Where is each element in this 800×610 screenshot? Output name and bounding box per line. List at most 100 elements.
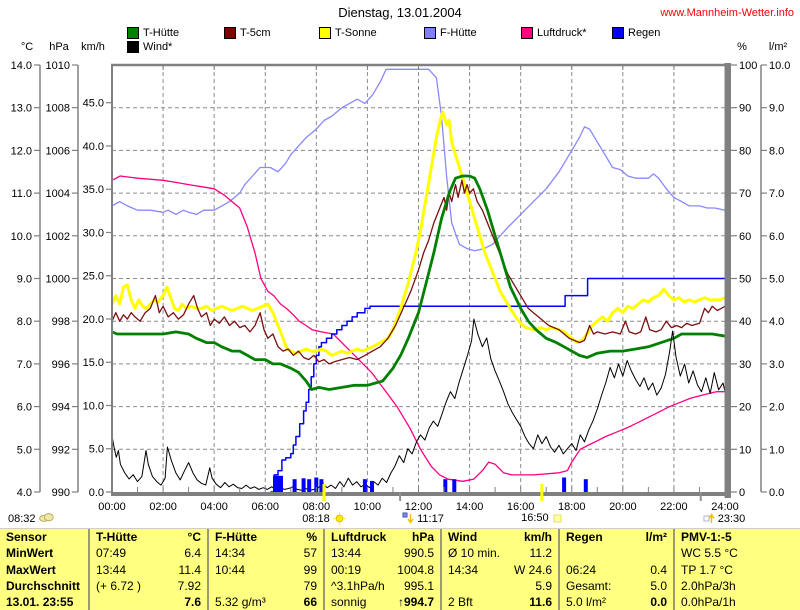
- sun-icon: [333, 512, 346, 525]
- sunset-icon: [552, 513, 563, 524]
- marker-label-23-30: 23:30: [703, 512, 746, 525]
- rain-bar: [562, 477, 567, 492]
- legend-item-f-h-tte: F-Hütte: [424, 27, 477, 39]
- axis-label-temp: 6.0: [17, 402, 32, 414]
- series-wind: [112, 318, 725, 491]
- rain-bar: [314, 477, 319, 492]
- rain-bar: [443, 479, 448, 492]
- axis-label-kmh: 25.0: [83, 271, 104, 283]
- table-cell: ^3.1hPa/h 995.1: [331, 578, 434, 593]
- axis-label-temp: 12.0: [11, 145, 32, 157]
- axis-label-temp: 11.0: [11, 188, 32, 200]
- table-cell: WC 5.5 °C: [681, 546, 738, 561]
- rain-bar: [273, 475, 283, 492]
- rain-bar: [319, 479, 324, 492]
- axis-label-hpa: 1000: [46, 274, 70, 286]
- x-axis-label: 04:00: [200, 501, 228, 513]
- x-axis-label: 14:00: [456, 501, 484, 513]
- table-cell: 5.0 l/m² 0.0: [566, 594, 667, 609]
- axis-label-lm2: 9.0: [769, 103, 784, 115]
- axis-label-kmh: 15.0: [83, 357, 104, 369]
- axis-label-temp: 9.0: [17, 274, 32, 286]
- stats-table: Sensor MinWert MaxWert Durchschnitt 13.01. 2…: [0, 528, 800, 610]
- axis-label-temp: 10.0: [11, 231, 32, 243]
- table-cell: Wind km/h: [448, 530, 552, 545]
- table-cell: 00:19 1004.8: [331, 562, 434, 577]
- table-cell: TP 1.7 °C: [681, 562, 733, 577]
- table-cell: (+ 6.72 ) 7.92: [96, 578, 201, 593]
- table-cell: 7.6: [184, 594, 201, 609]
- axis-label-hpa: 992: [52, 444, 70, 456]
- legend-item-t-5cm: T-5cm: [224, 27, 271, 39]
- table-cell: 2 Bft 11.6: [448, 594, 552, 609]
- axis-label-hpa: 1006: [46, 145, 70, 157]
- x-axis-label: 20:00: [609, 501, 637, 513]
- axis-label-hpa: 994: [52, 402, 70, 414]
- table-col-pmv-1-5: PMV-1:-5 WC 5.5 °C TP 1.7 °C 2.0hPa/3h 0.0hP…: [673, 529, 800, 610]
- table-cell: MaxWert: [6, 562, 56, 577]
- table-cell: Sensor: [6, 530, 47, 545]
- table-cell: Ø 10 min. 11.2: [448, 546, 552, 561]
- x-axis-label: 22:00: [660, 501, 688, 513]
- axis-label-pct: 60: [739, 231, 751, 243]
- axis-label-kmh: 40.0: [83, 141, 104, 153]
- series-t-h-tte: [112, 174, 725, 391]
- table-cell: 13:44 11.4: [96, 562, 201, 577]
- cloud-icon: [38, 512, 54, 525]
- legend-label: Wind*: [143, 41, 173, 53]
- marker-time: 16:50: [521, 512, 549, 524]
- axis-unit-lm2: l/m²: [769, 41, 788, 53]
- legend-item-regen: Regen: [612, 27, 660, 39]
- axis-label-hpa: 1010: [46, 60, 70, 72]
- marker-time: 23:30: [717, 512, 746, 525]
- axis-label-pct: 10: [739, 444, 751, 456]
- table-cell: 5.32 g/m³ 66: [215, 594, 317, 609]
- table-col-row-headers: Sensor MinWert MaxWert Durchschnitt 13.01. 2…: [0, 529, 88, 610]
- legend-item-wind: Wind*: [127, 41, 172, 53]
- axis-label-temp: 8.0: [17, 316, 32, 328]
- rain-bar: [362, 479, 367, 492]
- weather-chart: 14.0 13.0 12.0 11.0 10.0 9.0 8.0 7.0 6.0 5.0 4.0 °C…: [11, 41, 791, 513]
- axis-unit-temp: °C: [21, 41, 33, 53]
- series-t-5cm: [112, 179, 725, 365]
- data-time-label: 08:32: [8, 512, 36, 525]
- x-axis-label: 24:00: [711, 501, 739, 513]
- legend-label: Regen: [628, 27, 661, 39]
- axis-label-lm2: 3.0: [769, 359, 784, 371]
- axis-label-kmh: 45.0: [83, 98, 104, 110]
- series-luftdruck: [112, 175, 725, 482]
- axis-label-temp: 4.0: [17, 487, 32, 499]
- axis-label-lm2: 7.0: [769, 188, 784, 200]
- axis-label-lm2: 6.0: [769, 231, 784, 243]
- x-axis-label: 12:00: [405, 501, 433, 513]
- page-title: Dienstag, 13.01.2004: [338, 5, 462, 20]
- table-cell: Durchschnitt: [6, 578, 81, 593]
- legend-item-t-sonne: T-Sonne: [319, 27, 377, 39]
- table-col-wind: Wind km/h Ø 10 min. 11.2 14:34 W 24.6 5.9 2 Bft…: [440, 529, 558, 610]
- x-axis-label: 16:00: [507, 501, 535, 513]
- rain-bar: [301, 478, 306, 492]
- marker-label-16-50: 16:50: [502, 512, 582, 524]
- axis-label-kmh: 20.0: [83, 314, 104, 326]
- x-axis-label: 06:00: [251, 501, 279, 513]
- table-cell: 13:44 990.5: [331, 546, 434, 561]
- site-link[interactable]: www.Mannheim-Wetter.info: [660, 7, 794, 19]
- axis-label-kmh: 30.0: [83, 227, 104, 239]
- axis-unit-hpa: hPa: [49, 41, 69, 53]
- x-axis-label: 00:00: [98, 501, 126, 513]
- table-cell: MinWert: [6, 546, 54, 561]
- axis-label-temp: 13.0: [11, 103, 32, 115]
- x-axis-label: 10:00: [354, 501, 382, 513]
- table-col-luftdruck: Luftdruck hPa 13:44 990.5 00:19 1004.8 ^3.1hPa…: [323, 529, 440, 610]
- axis-label-kmh: 35.0: [83, 184, 104, 196]
- table-cell: 10:44 99: [215, 562, 317, 577]
- legend-label: T-Sonne: [335, 27, 377, 39]
- plot-frame-right: [724, 63, 731, 498]
- marker-time: 11:17: [417, 512, 444, 525]
- legend-item-t-h-tte: T-Hütte: [127, 27, 179, 39]
- table-cell: [560, 545, 673, 561]
- axis-unit-pct: %: [737, 41, 747, 53]
- table-col-t-h-tte: T-Hütte °C 07:49 6.4 13:44 11.4 (+ 6.72 ) 7.92 7…: [88, 529, 207, 610]
- table-cell: Regen l/m²: [566, 530, 667, 545]
